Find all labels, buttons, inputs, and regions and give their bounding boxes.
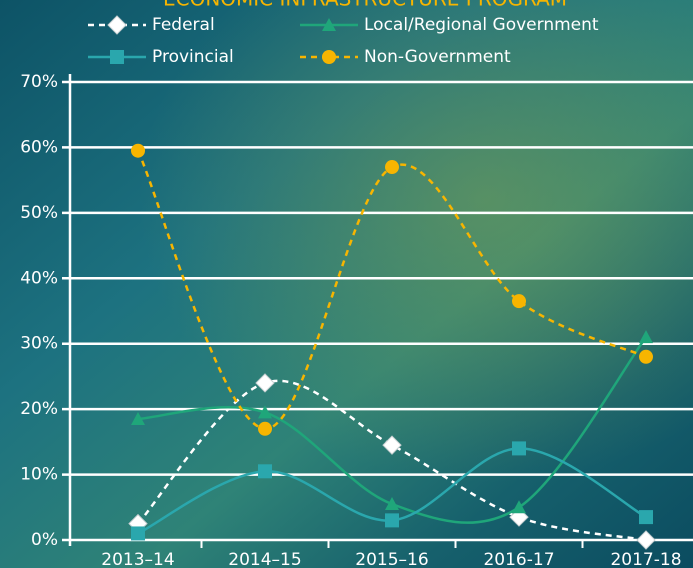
- marker: [110, 50, 124, 64]
- legend-label: Federal: [152, 15, 215, 35]
- marker: [322, 50, 336, 64]
- y-tick-label: 40%: [20, 268, 58, 288]
- series-line: [136, 150, 647, 431]
- plot: [128, 143, 656, 550]
- legend-label: Non-Government: [364, 47, 511, 67]
- marker: [639, 349, 653, 364]
- legend-label: Provincial: [152, 47, 234, 67]
- marker: [512, 294, 526, 309]
- marker: [322, 18, 336, 31]
- marker: [107, 15, 127, 35]
- grid: 0% 10% 20% 30% 40% 50% 60% 70% 2013–14 2014–15 201…: [20, 72, 693, 568]
- legend-label: Local/Regional Government: [364, 15, 599, 35]
- x-tick-label: 2014–15: [228, 550, 301, 568]
- marker: [131, 411, 145, 425]
- y-tick-label: 10%: [20, 465, 58, 485]
- marker: [255, 373, 275, 393]
- marker: [512, 500, 526, 514]
- x-tick-label: 2017-18: [610, 550, 681, 568]
- x-tick-label: 2013–14: [101, 550, 174, 568]
- chart-title: ECONOMIC INFRASTRUCTURE PROGRAM: [163, 0, 567, 11]
- marker: [385, 513, 399, 528]
- marker: [385, 160, 399, 175]
- marker: [639, 330, 653, 344]
- marker: [131, 143, 145, 158]
- y-tick-label: 70%: [20, 72, 58, 92]
- x-tick-label: 2015–16: [355, 550, 428, 568]
- legend: Federal Local/Regional Government Provinci…: [88, 15, 599, 67]
- y-tick-label: 60%: [20, 137, 58, 157]
- x-tick-label: 2016-17: [483, 550, 554, 568]
- y-tick-label: 20%: [20, 399, 58, 419]
- y-tick-label: 50%: [20, 203, 58, 223]
- marker: [639, 510, 653, 525]
- marker: [258, 464, 272, 479]
- marker: [382, 435, 402, 455]
- marker: [131, 526, 145, 541]
- marker: [385, 497, 399, 511]
- y-tick-label: 30%: [20, 334, 58, 354]
- y-tick-label: 0%: [31, 530, 58, 550]
- marker: [258, 405, 272, 419]
- marker: [636, 530, 656, 550]
- marker: [509, 507, 529, 527]
- marker: [258, 421, 272, 436]
- marker: [512, 441, 526, 456]
